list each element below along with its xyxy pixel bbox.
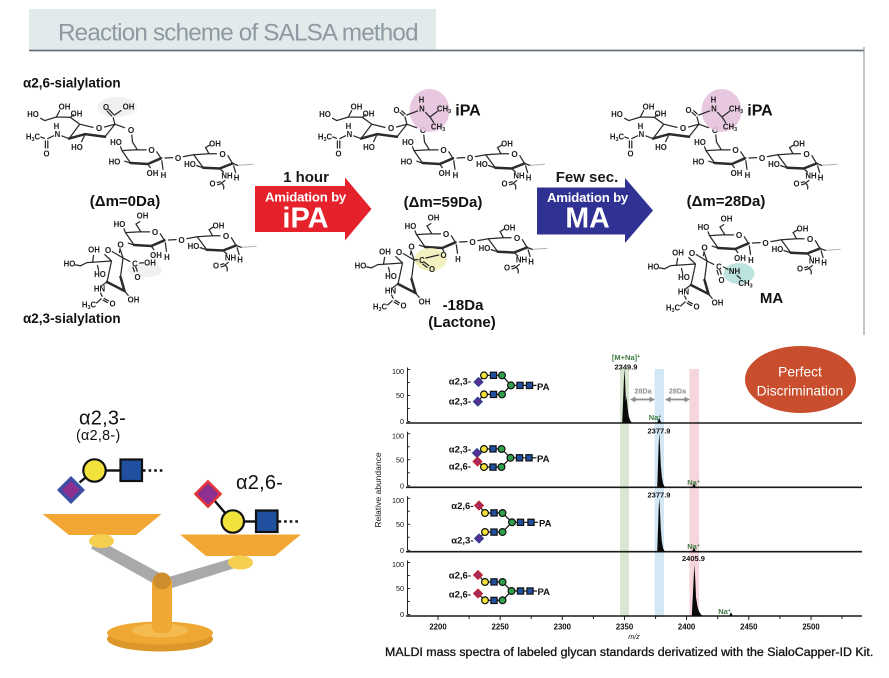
svg-text:Few sec.: Few sec. (556, 169, 619, 186)
svg-text:α2,3-: α2,3- (451, 536, 473, 547)
svg-text:m/z: m/z (628, 632, 640, 641)
svg-text:2400: 2400 (678, 623, 696, 632)
svg-text:2405.9: 2405.9 (682, 554, 705, 563)
svg-text:α2,3-: α2,3- (79, 408, 126, 430)
svg-text:PA: PA (538, 587, 551, 598)
svg-text:2377.9: 2377.9 (648, 426, 671, 435)
svg-text:-18Da: -18Da (443, 297, 485, 314)
svg-text:α2,3-: α2,3- (449, 444, 471, 455)
svg-text:α2,6-: α2,6- (449, 461, 471, 472)
svg-text:2250: 2250 (492, 623, 510, 632)
svg-text:MALDI mass spectra of labeled: MALDI mass spectra of labeled glycan sta… (385, 645, 873, 659)
svg-text:α2,6-: α2,6- (449, 590, 471, 601)
svg-text:iPA: iPA (282, 203, 328, 235)
svg-text:(Δm=28Da): (Δm=28Da) (687, 193, 766, 210)
svg-text:α2,3-sialylation: α2,3-sialylation (23, 311, 121, 326)
svg-text:PA: PA (537, 382, 550, 393)
svg-text:MA: MA (565, 203, 609, 235)
svg-text:PA: PA (537, 454, 550, 465)
svg-text:α2,3-: α2,3- (449, 397, 471, 408)
svg-text:(α2,8-): (α2,8-) (76, 428, 121, 444)
svg-text:28Da: 28Da (669, 387, 687, 396)
svg-text:2349.9: 2349.9 (615, 363, 638, 372)
svg-text:2377.9: 2377.9 (648, 490, 671, 499)
svg-text:1 hour: 1 hour (283, 169, 329, 186)
svg-text:PA: PA (539, 518, 552, 529)
svg-text:(Lactone): (Lactone) (428, 314, 496, 331)
svg-text:2500: 2500 (802, 623, 820, 632)
svg-text:(Δm=59Da): (Δm=59Da) (404, 194, 483, 211)
svg-text:2350: 2350 (616, 623, 634, 632)
svg-text:2450: 2450 (740, 623, 758, 632)
svg-text:(Δm=0Da): (Δm=0Da) (90, 193, 160, 210)
svg-text:α2,6-: α2,6- (236, 472, 283, 494)
svg-text:α2,6-: α2,6- (451, 501, 473, 512)
svg-text:Discrimination: Discrimination (757, 384, 844, 399)
svg-text:[M+Na]+: [M+Na]+ (612, 353, 640, 362)
svg-text:Perfect: Perfect (778, 365, 822, 380)
svg-text:2200: 2200 (429, 623, 447, 632)
svg-text:28Da: 28Da (634, 387, 652, 396)
svg-text:2300: 2300 (554, 623, 572, 632)
svg-text:Reaction scheme of SALSA metho: Reaction scheme of SALSA method (58, 20, 418, 47)
svg-text:Relative abundance: Relative abundance (373, 452, 383, 527)
svg-text:α2,6-sialylation: α2,6-sialylation (23, 76, 121, 91)
svg-text:α2,3-: α2,3- (449, 377, 471, 388)
svg-text:α2,6-: α2,6- (449, 571, 471, 582)
